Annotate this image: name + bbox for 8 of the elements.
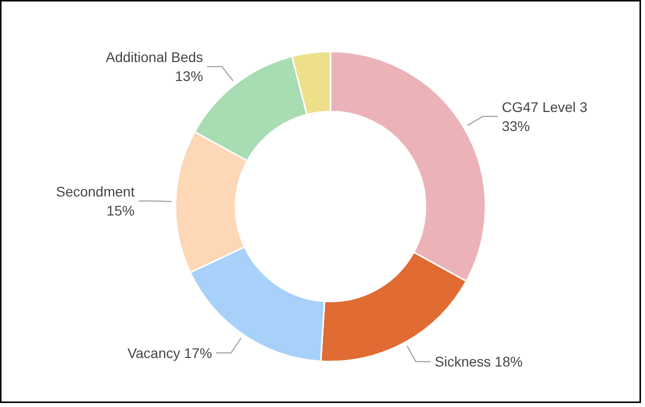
data-label: 33% — [502, 118, 530, 134]
slice-label: CG47 Level 3 — [502, 98, 588, 115]
slice-label: Additional Beds — [106, 49, 204, 66]
slice-label: Vacancy 17% — [127, 344, 212, 361]
data-label: 15% — [106, 202, 135, 219]
slice-label: Secondment — [56, 183, 135, 200]
data-label: 13% — [174, 68, 204, 84]
slice-label: Sickness 18% — [434, 354, 523, 370]
